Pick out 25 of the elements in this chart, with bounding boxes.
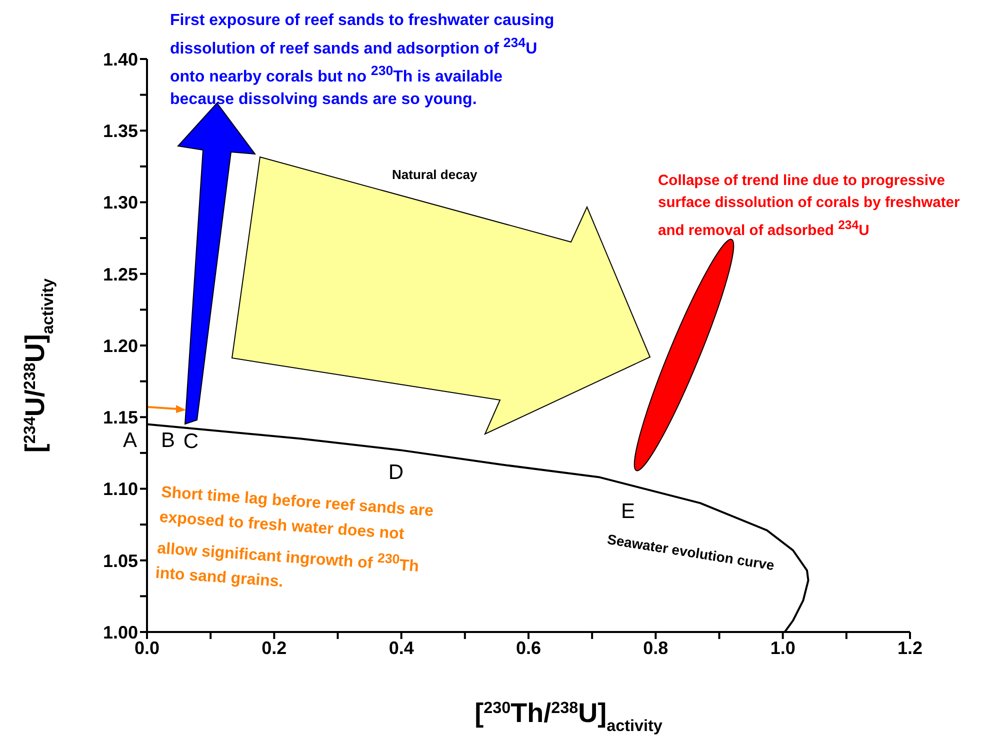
text: Short time lag before reef sands are exposed to fresh water does not allow significant ingrowth of $^{230}$Th into sand grains. [154,484,434,592]
annotation: Natural decay [392,167,478,183]
x-tick-label: 1.0 [770,638,796,658]
x-axis-title: [$^{230}$Th/$^{238}$U]$_{activity}$ [474,698,662,735]
x-tick-label: 0.8 [643,638,668,658]
y-tick-label: 1.40 [102,49,138,70]
x-tick-label: 0.6 [516,638,542,658]
annotation: E [620,500,636,523]
x-tick-label: 0.2 [262,638,287,658]
annotation: D [388,461,404,484]
x-tick-label: 1.2 [897,638,923,658]
text: First exposure of reef sands to freshwater causing dissolution of reef sands and adsorption of $^{234}$U onto nearby corals but no $^{230}$Th is available because dissolving sands are so young. [170,12,554,108]
y-tick-label: 1.20 [102,336,138,356]
x-tick-label: 0.4 [388,638,414,658]
text: A [122,429,138,452]
annotation: C [183,430,199,453]
y-tick-label: 1.15 [102,408,138,428]
y-tick-label: 1.25 [102,264,138,284]
annotation: B [160,429,176,452]
y-tick-label: 1.05 [102,550,138,571]
text: Seawater evolution curve [606,530,776,574]
y-tick-label: 1.10 [102,479,138,500]
annotation: Collapse of trend line due to progressive surface dissolution of corals by freshwater and removal of adsorbed $^{234}$U [658,172,961,241]
y-tick-label: 1.30 [102,192,138,213]
y-tick-label: 1.35 [102,121,138,142]
